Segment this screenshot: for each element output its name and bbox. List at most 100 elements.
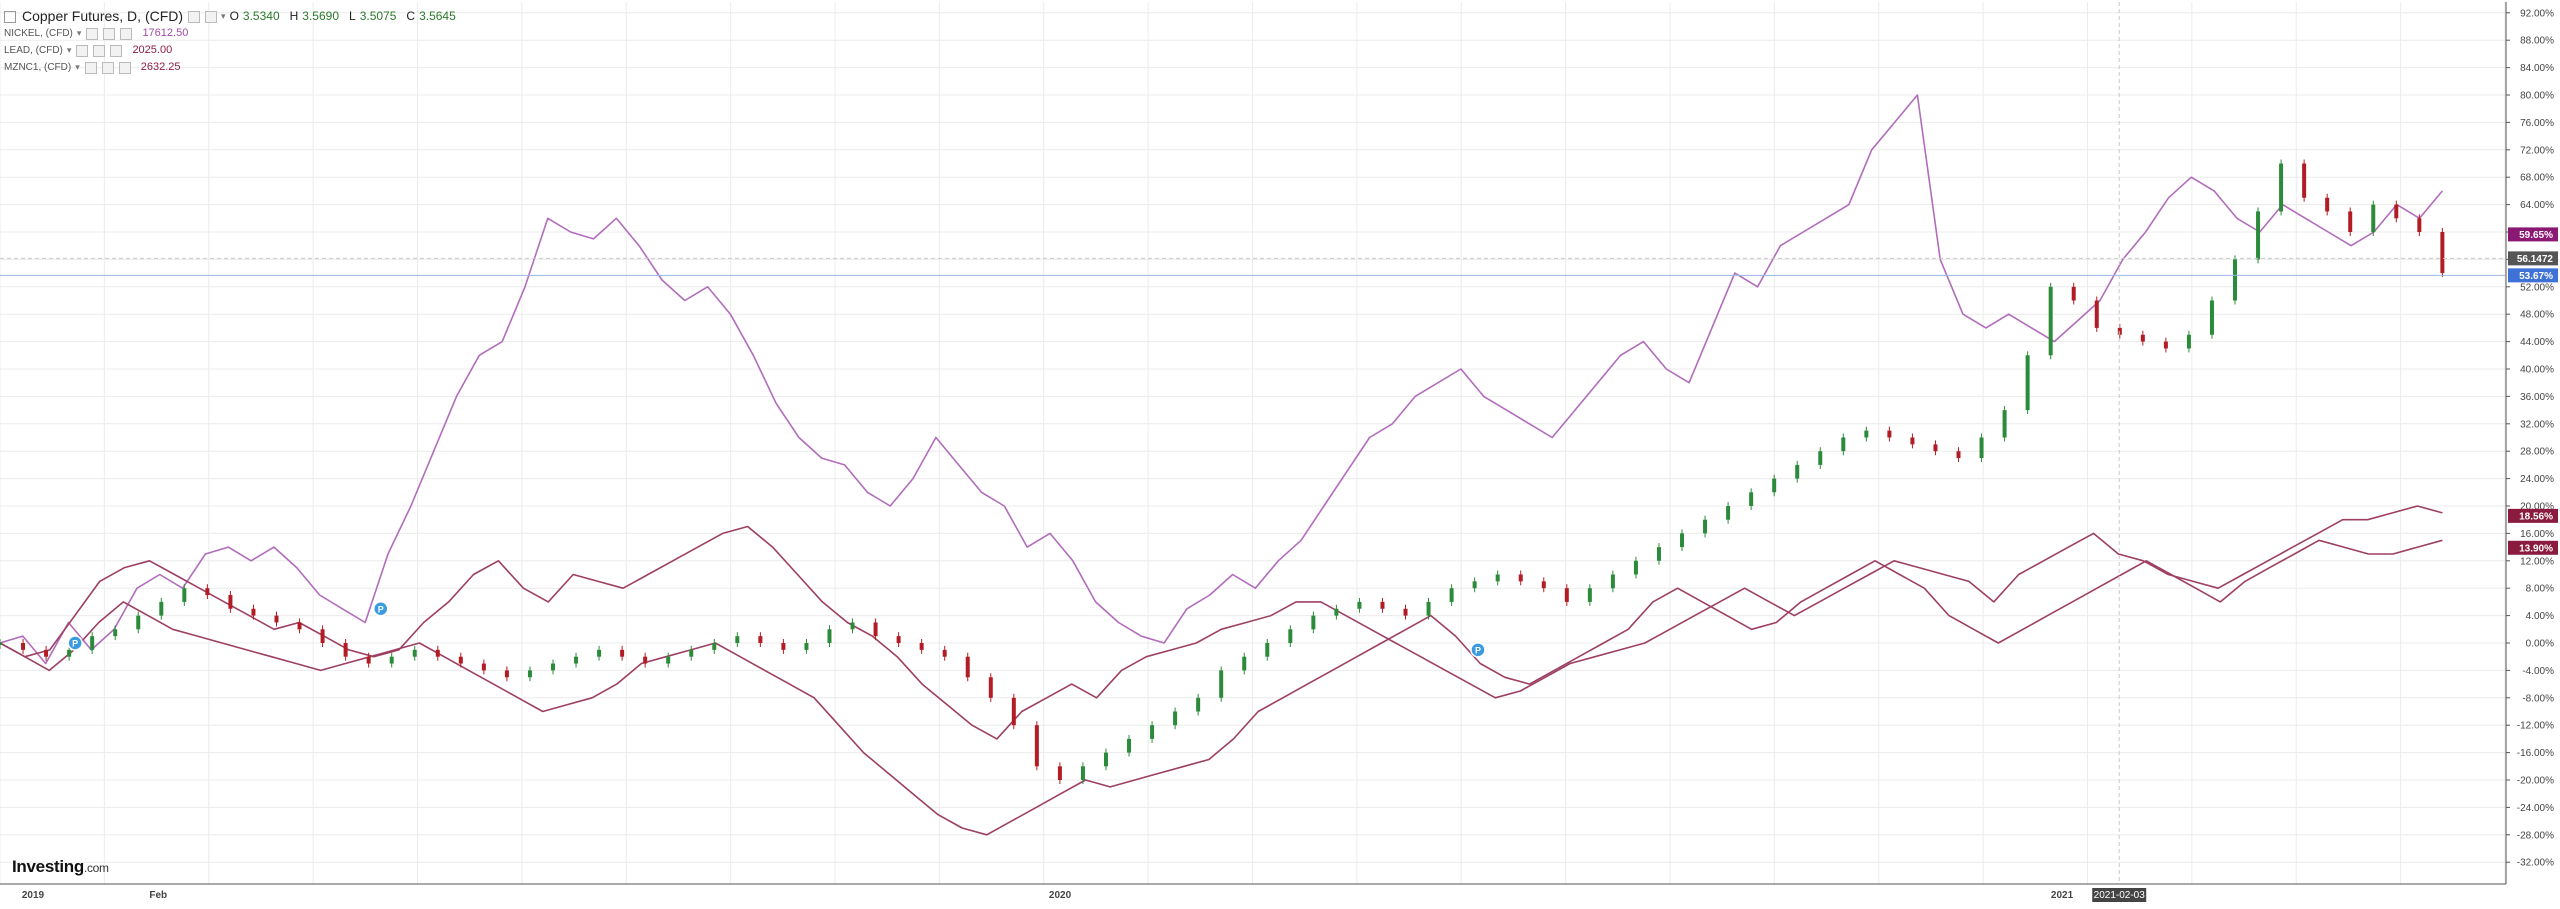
candle-body — [2209, 300, 2214, 335]
candle-body — [2071, 286, 2076, 301]
candle-body — [2325, 197, 2330, 212]
chevron-down-icon[interactable]: ▾ — [76, 28, 82, 38]
close-icon[interactable] — [110, 44, 123, 57]
y-tick-label: 84.00% — [2520, 63, 2554, 74]
candle-body — [643, 656, 648, 664]
hide-icon[interactable] — [205, 10, 218, 23]
overlay-name: NICKEL, (CFD) — [4, 28, 73, 39]
candle-body — [1265, 643, 1270, 657]
candle-body — [1633, 560, 1638, 575]
candle-body — [2417, 218, 2422, 232]
low-label: L — [349, 9, 356, 23]
candle-body — [1864, 430, 1869, 438]
y-tick-label: -20.00% — [2517, 776, 2554, 787]
event-marker-label: P — [1475, 645, 1481, 655]
candle-body — [435, 649, 440, 657]
candle-group — [0, 159, 2445, 784]
candle-body — [2163, 341, 2168, 349]
chevron-down-icon[interactable]: ▾ — [66, 45, 72, 55]
candle-body — [1933, 444, 1938, 452]
candle-body — [1887, 430, 1892, 438]
candle-body — [666, 656, 671, 664]
candle-body — [620, 649, 625, 657]
candle-body — [1196, 697, 1201, 712]
candle-body — [850, 622, 855, 630]
settings-icon[interactable] — [188, 10, 201, 23]
candle-body — [965, 656, 970, 678]
legend-overlay-row: LEAD, (CFD) ▾ 2025.00 — [4, 42, 462, 59]
y-tick-label: 76.00% — [2520, 118, 2554, 129]
candle-body — [366, 656, 371, 664]
y-tick-label: 52.00% — [2520, 282, 2554, 293]
candle-body — [1564, 588, 1569, 602]
candle-body — [1518, 574, 1523, 582]
hide-icon[interactable] — [93, 44, 106, 57]
candle-body — [597, 649, 602, 657]
overlay-name: MZNC1, (CFD) — [4, 62, 72, 73]
candle-body — [320, 629, 325, 643]
candle-body — [1910, 437, 1915, 445]
candle-body — [1403, 608, 1408, 616]
chevron-down-icon[interactable]: ▾ — [221, 11, 226, 21]
candle-body — [550, 663, 555, 671]
hide-icon[interactable] — [101, 61, 114, 74]
collapse-icon[interactable] — [4, 10, 16, 23]
legend-overlay-row: NICKEL, (CFD) ▾ 17612.50 — [4, 25, 462, 42]
settings-icon[interactable] — [84, 61, 97, 74]
candle-body — [481, 663, 486, 671]
x-tick-label: 2019 — [22, 890, 45, 901]
low-value: 3.5075 — [359, 9, 397, 23]
last-value-label: 13.90% — [2519, 543, 2553, 554]
candle-body — [412, 649, 417, 657]
candle-body — [1103, 752, 1108, 767]
x-tick-label: Feb — [149, 890, 167, 901]
settings-icon[interactable] — [86, 27, 99, 40]
y-tick-label: -24.00% — [2517, 803, 2554, 814]
candle-body — [297, 622, 302, 630]
legend: Copper Futures, D, (CFD) ▾ O 3.5340 H 3.56… — [4, 8, 462, 76]
y-tick-label: 16.00% — [2520, 529, 2554, 540]
candle-body — [458, 656, 463, 664]
candle-body — [2117, 327, 2122, 335]
y-tick-label: 12.00% — [2520, 556, 2554, 567]
x-highlight-tag — [2092, 888, 2147, 902]
candle-body — [919, 643, 924, 650]
y-tick-label: 28.00% — [2520, 447, 2554, 458]
close-icon[interactable] — [120, 27, 133, 40]
brand-suffix: .com — [83, 861, 109, 875]
candle-body — [1242, 656, 1247, 671]
close-icon[interactable] — [118, 61, 131, 74]
last-value-tag — [2508, 251, 2558, 266]
candle-body — [343, 643, 348, 657]
y-tick-label: 24.00% — [2520, 474, 2554, 485]
event-marker-label: P — [378, 604, 384, 614]
y-tick-label: 44.00% — [2520, 337, 2554, 348]
legend-main-row: Copper Futures, D, (CFD) ▾ O 3.5340 H 3.56… — [4, 8, 462, 25]
candle-body — [1357, 601, 1362, 609]
y-tick-label: 8.00% — [2526, 584, 2554, 595]
settings-icon[interactable] — [76, 44, 89, 57]
candle-body — [21, 643, 26, 650]
candle-body — [827, 629, 832, 643]
hide-icon[interactable] — [103, 27, 116, 40]
candle-body — [2233, 259, 2238, 301]
open-label: O — [229, 9, 239, 23]
grid-group — [0, 2, 2506, 884]
close-value: 3.5645 — [419, 9, 456, 23]
last-value-tag — [2508, 540, 2558, 555]
candle-body — [67, 649, 72, 657]
candle-body — [1449, 588, 1454, 602]
last-value-tag — [2508, 268, 2558, 283]
candle-body — [2394, 204, 2399, 219]
chevron-down-icon[interactable]: ▾ — [75, 62, 80, 72]
y-tick-label: 36.00% — [2520, 392, 2554, 403]
symbol-title: Copper Futures, D, (CFD) — [22, 8, 184, 24]
candle-body — [1057, 766, 1062, 780]
x-tick-label: 2020 — [1049, 890, 1072, 901]
candle-body — [1472, 581, 1477, 589]
candle-body — [2256, 211, 2261, 260]
candle-body — [1979, 437, 1984, 459]
event-marker — [1470, 642, 1486, 658]
